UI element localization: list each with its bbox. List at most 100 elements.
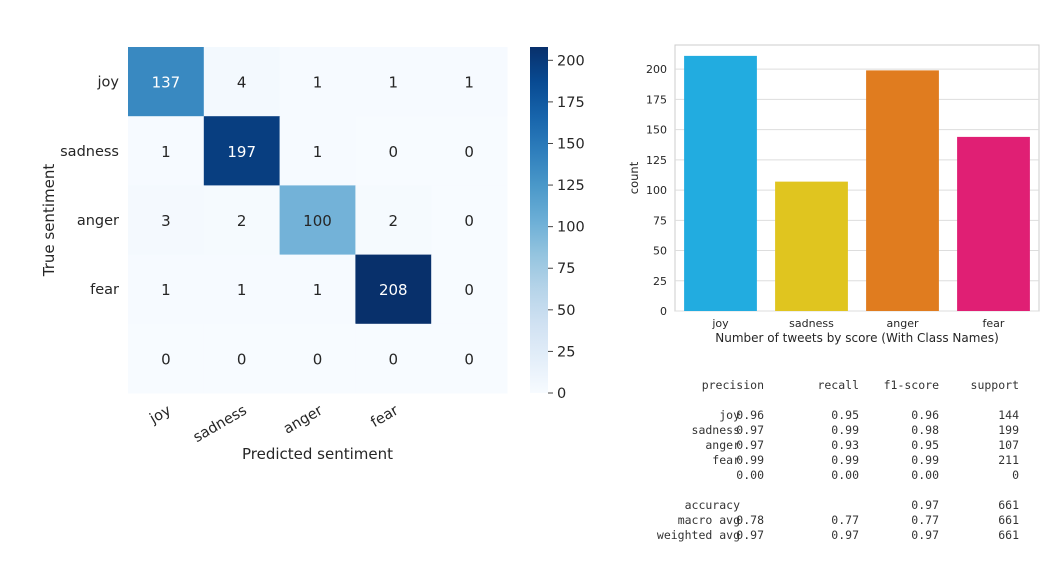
y-axis-label: True sentiment [40, 164, 58, 278]
heatmap-cell-value: 0 [464, 281, 474, 299]
y-tick-label: fear [90, 282, 119, 298]
report-summary-label: macro avg [677, 513, 740, 527]
report-cell: 144 [998, 408, 1019, 422]
heatmap-cell [355, 254, 432, 325]
heatmap-cell [355, 116, 432, 186]
colorbar [530, 47, 548, 393]
report-cell: 0.00 [911, 468, 939, 482]
report-cell: 0.00 [736, 468, 764, 482]
heatmap-cell-value: 1 [313, 143, 323, 161]
y-tick-label: 25 [653, 275, 667, 288]
report-cell: 0.00 [831, 468, 859, 482]
x-tick-label: anger [887, 317, 919, 330]
heatmap-cell [431, 254, 508, 325]
report-cell: 199 [998, 423, 1019, 437]
x-tick-label: joy [146, 402, 174, 427]
report-column-header: support [970, 378, 1019, 392]
report-cell: 0.95 [911, 438, 939, 452]
heatmap-cell-value: 1 [161, 143, 171, 161]
report-row-label: anger [705, 438, 740, 452]
heatmap-cell-value: 208 [379, 281, 408, 299]
colorbar-tick-label: 175 [557, 95, 585, 111]
y-tick-label: 0 [660, 305, 667, 318]
report-column-header: f1-score [883, 378, 939, 392]
report-row-label: fear [712, 453, 740, 467]
heatmap-cell-value: 1 [313, 281, 323, 299]
colorbar-tick-label: 200 [557, 53, 585, 69]
report-cell: 0.99 [831, 423, 859, 437]
bar [866, 70, 939, 312]
heatmap-cell [203, 185, 281, 256]
heatmap-cell [431, 47, 508, 117]
report-summary-cell: 661 [998, 513, 1019, 527]
report-column-header: recall [817, 378, 859, 392]
report-cell: 0.99 [736, 453, 764, 467]
report-summary-cell: 0.97 [911, 498, 939, 512]
colorbar-tick-label: 125 [557, 178, 585, 194]
heatmap-cell [355, 185, 432, 256]
y-tick-label: joy [97, 75, 120, 91]
report-summary-cell: 0.77 [831, 513, 859, 527]
heatmap-cell [431, 323, 508, 394]
heatmap-cell [279, 185, 356, 256]
report-cell: 0.97 [736, 438, 764, 452]
x-tick-label: joy [711, 317, 729, 330]
x-tick-label: sadness [191, 403, 250, 446]
heatmap-cell-value: 0 [313, 350, 323, 368]
bar [775, 181, 848, 311]
report-summary-cell: 661 [998, 498, 1019, 512]
x-axis-label: Number of tweets by score (With Class Na… [715, 331, 999, 345]
heatmap-cell-value: 1 [161, 281, 171, 299]
x-tick-label: fear [368, 403, 401, 431]
colorbar-tick-label: 100 [557, 220, 585, 236]
x-tick-label: anger [281, 403, 326, 438]
report-summary-label: accuracy [684, 498, 740, 512]
report-summary-cell: 0.77 [911, 513, 939, 527]
heatmap-cell-value: 0 [389, 143, 399, 161]
heatmap-cell-value: 197 [227, 143, 256, 161]
colorbar-tick-label: 75 [557, 261, 575, 277]
colorbar-tick-label: 50 [557, 303, 575, 319]
x-axis-label: Predicted sentiment [242, 445, 393, 463]
heatmap-cell-value: 1 [389, 74, 399, 92]
y-axis-label: count [627, 161, 641, 194]
report-cell: 211 [998, 453, 1019, 467]
heatmap-cell-value: 100 [303, 212, 332, 230]
heatmap-cell-value: 1 [464, 74, 474, 92]
report-column-header: precision [701, 378, 764, 392]
colorbar-tick-label: 25 [557, 344, 575, 360]
report-cell: 107 [998, 438, 1019, 452]
heatmap-cell [279, 254, 356, 325]
heatmap-cell-value: 0 [464, 350, 474, 368]
y-tick-label: 50 [653, 245, 667, 258]
heatmap-cell [279, 116, 356, 186]
heatmap-cell [203, 116, 281, 186]
heatmap-cell [128, 116, 205, 186]
report-summary-label: weighted avg [656, 528, 740, 542]
heatmap-cell [128, 47, 205, 117]
heatmap-cell-value: 0 [464, 143, 474, 161]
x-tick-label: sadness [789, 317, 834, 330]
report-cell: 0.93 [831, 438, 859, 452]
report-summary-cell: 0.97 [831, 528, 859, 542]
y-tick-label: 125 [646, 154, 667, 167]
report-summary-cell: 661 [998, 528, 1019, 542]
heatmap-cell-value: 3 [161, 212, 171, 230]
confusion-matrix-heatmap: 137 4 1 1 11 197 1 0 03 2 100 2 01 1 1 208 00 0 0 0 0joysadn… [40, 47, 585, 463]
heatmap-cell [279, 47, 356, 117]
heatmap-cell-value: 0 [464, 212, 474, 230]
heatmap-cell-value: 4 [237, 74, 247, 92]
report-cell: 0.96 [736, 408, 764, 422]
colorbar-tick-label: 0 [557, 386, 566, 402]
report-cell: 0 [1012, 468, 1019, 482]
tweet-count-bar-chart: 0 25 50 75 100 125 150 175 200 joy sadness anger fea… [627, 44, 1040, 345]
report-cell: 0.99 [911, 453, 939, 467]
x-tick-label: fear [983, 317, 1005, 330]
y-tick-label: anger [77, 213, 119, 229]
report-summary-cell: 0.97 [736, 528, 764, 542]
heatmap-cell [431, 185, 508, 256]
heatmap-cell [128, 323, 205, 394]
report-cell: 0.98 [911, 423, 939, 437]
report-cell: 0.99 [831, 453, 859, 467]
heatmap-cell [431, 116, 508, 186]
